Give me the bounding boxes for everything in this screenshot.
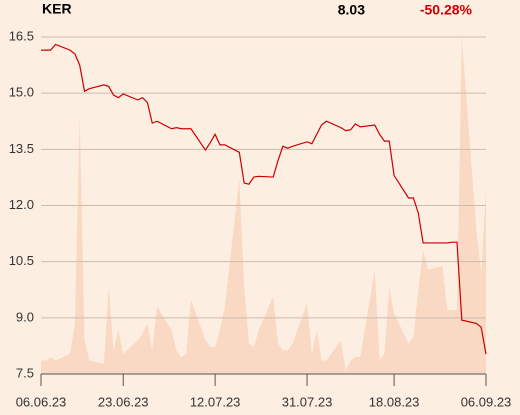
x-tick-label: 06.06.23 [16,394,67,409]
change: -50.28% [420,2,473,18]
y-tick-label: 9.0 [16,309,34,324]
x-tick-label: 18.08.23 [369,394,420,409]
ticker: KER [42,1,72,17]
volume-layer [41,37,486,374]
x-tick-label: 31.07.23 [282,394,333,409]
x-tick-label: 23.06.23 [98,394,149,409]
price-line [41,43,487,355]
grid-layer: 7.5 9.0 10.5 12.0 13.5 15.0 16.5 06.06.23 23.06.… [9,28,512,409]
y-tick-label: 7.5 [16,365,34,380]
x-tick-label: 06.09.23 [461,394,512,409]
y-tick-label: 13.5 [9,141,34,156]
price-layer [41,43,487,355]
y-tick-label: 12.0 [9,197,34,212]
volume-area [41,37,486,374]
last-price: 8.03 [338,2,365,18]
y-tick-label: 16.5 [9,28,34,43]
y-tick-label: 15.0 [9,85,34,100]
x-tick-label: 12.07.23 [190,394,241,409]
y-tick-label: 10.5 [9,253,34,268]
